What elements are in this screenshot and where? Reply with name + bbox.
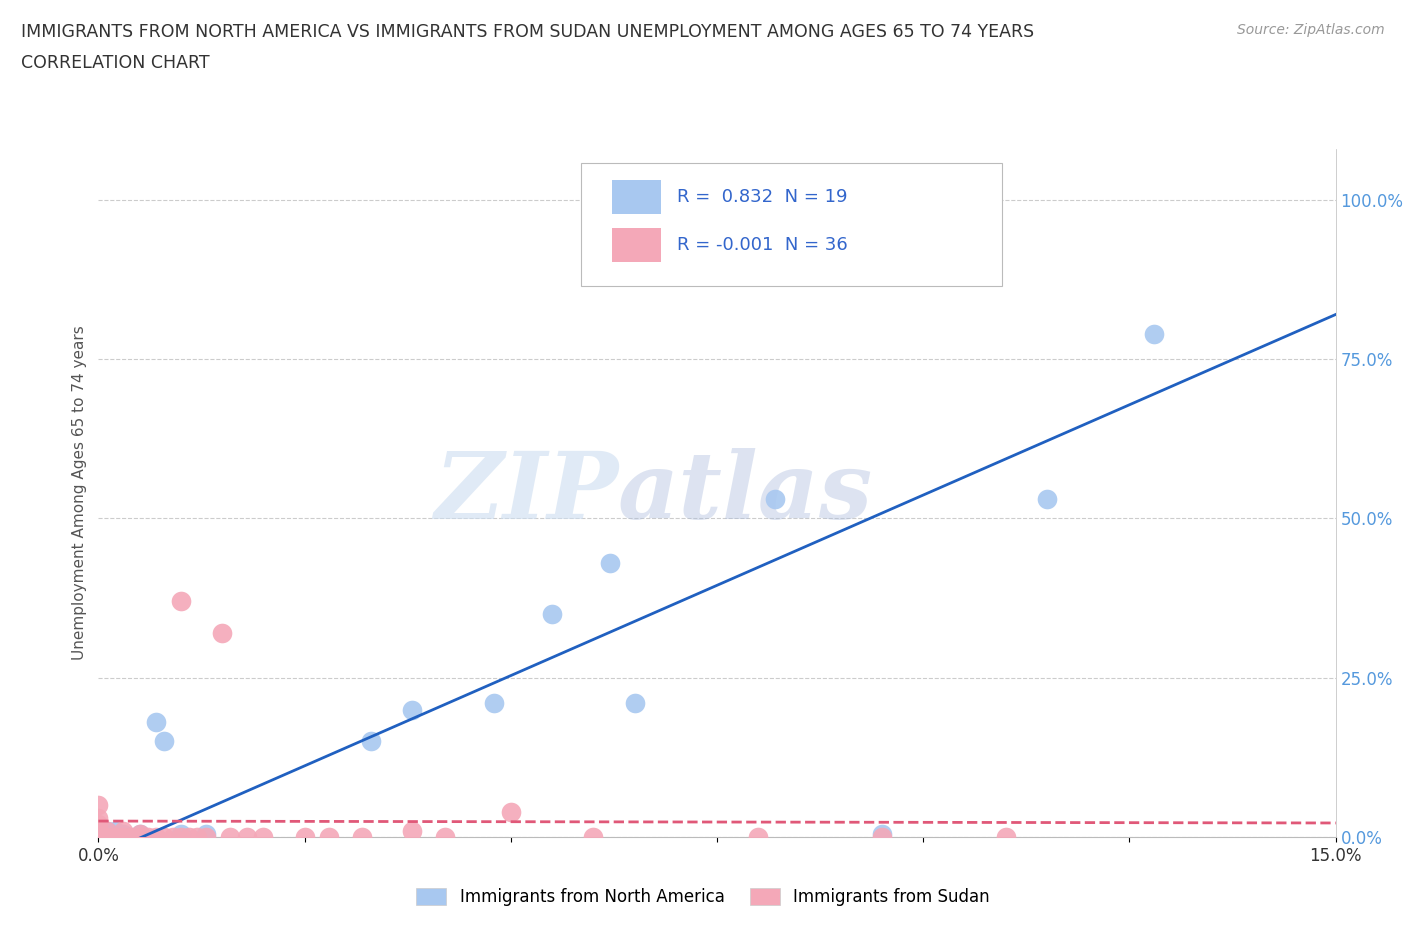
Legend: Immigrants from North America, Immigrants from Sudan: Immigrants from North America, Immigrant… [409, 881, 997, 912]
Point [87, 830, 110, 844]
Text: atlas: atlas [619, 448, 873, 538]
Point [194, 830, 217, 844]
Point [541, 606, 564, 621]
Point [87, 798, 110, 813]
Point [145, 715, 167, 730]
Point [870, 827, 893, 842]
Point [433, 830, 456, 844]
Point [499, 804, 522, 819]
Text: R = -0.001  N = 36: R = -0.001 N = 36 [678, 236, 848, 254]
Point [170, 593, 193, 608]
Point [1143, 326, 1166, 341]
Point [87, 817, 110, 831]
Point [120, 830, 142, 844]
Point [360, 734, 382, 749]
Point [136, 830, 159, 844]
Point [599, 555, 621, 570]
Point [219, 830, 242, 844]
Point [162, 830, 184, 844]
Point [87, 823, 110, 838]
Point [401, 823, 423, 838]
Point [112, 830, 135, 844]
Point [747, 830, 769, 844]
Text: R =  0.832  N = 19: R = 0.832 N = 19 [678, 188, 848, 206]
Point [179, 830, 201, 844]
Bar [612, 228, 661, 262]
Point [96, 830, 118, 844]
Point [194, 827, 217, 842]
Point [104, 830, 127, 844]
Text: CORRELATION CHART: CORRELATION CHART [21, 54, 209, 72]
Point [401, 702, 423, 717]
Point [128, 830, 150, 844]
Point [318, 830, 340, 844]
Point [104, 823, 127, 838]
Point [236, 830, 259, 844]
Point [484, 696, 506, 711]
Point [128, 827, 150, 842]
Point [96, 823, 118, 838]
Point [813, 193, 835, 207]
Point [623, 696, 645, 711]
Point [87, 810, 110, 825]
Point [763, 492, 786, 507]
Text: ZIP: ZIP [434, 448, 619, 538]
Point [96, 823, 118, 838]
Point [112, 827, 135, 842]
Point [112, 823, 135, 838]
Point [582, 830, 605, 844]
Bar [612, 179, 661, 214]
Point [170, 830, 193, 844]
Point [870, 830, 893, 844]
Point [186, 830, 208, 844]
Y-axis label: Unemployment Among Ages 65 to 74 years: Unemployment Among Ages 65 to 74 years [72, 326, 87, 660]
FancyBboxPatch shape [581, 163, 1001, 286]
Point [352, 830, 374, 844]
Point [211, 626, 233, 641]
Point [128, 827, 150, 842]
Point [994, 830, 1017, 844]
Text: Source: ZipAtlas.com: Source: ZipAtlas.com [1237, 23, 1385, 37]
Text: IMMIGRANTS FROM NORTH AMERICA VS IMMIGRANTS FROM SUDAN UNEMPLOYMENT AMONG AGES 6: IMMIGRANTS FROM NORTH AMERICA VS IMMIGRA… [21, 23, 1035, 41]
Point [1036, 492, 1059, 507]
Point [153, 734, 176, 749]
Point [153, 830, 176, 844]
Point [294, 830, 316, 844]
Point [170, 827, 193, 842]
Point [145, 830, 167, 844]
Point [252, 830, 274, 844]
